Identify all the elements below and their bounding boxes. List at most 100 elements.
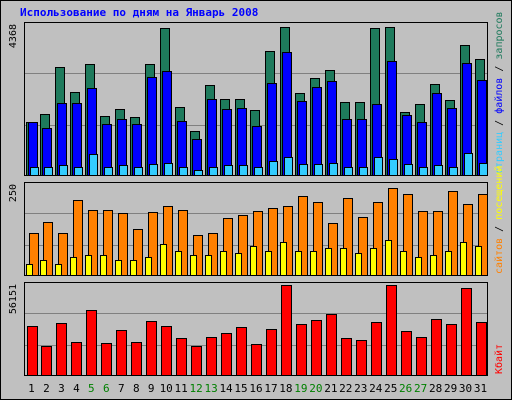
legend-item: / [494,220,505,238]
x-tick-label: 17 [264,382,277,395]
x-tick-label: 9 [148,382,155,395]
x-tick-label: 15 [234,382,247,395]
bar-Кбайт-day-19 [297,325,307,376]
bar-файлов-day-4 [73,104,82,176]
bar-страниц-day-12 [195,171,203,176]
bar-Кбайт-day-26 [402,332,412,376]
bar-страниц-day-26 [405,165,413,176]
bar-Кбайт-day-25 [387,286,397,376]
bar-страниц-day-30 [465,154,473,176]
bar-файлов-day-29 [448,109,457,176]
bar-Кбайт-day-20 [312,321,322,376]
bar-Кбайт-day-4 [72,343,82,376]
panel-bottom-legend: Кбайт [493,344,505,374]
x-tick-label: 29 [444,382,457,395]
bar-Кбайт-day-21 [327,315,337,376]
x-tick-label: 22 [339,382,352,395]
x-tick-label: 18 [279,382,292,395]
bar-страниц-day-24 [375,158,383,176]
panel-middle-legend: сайтов / посещений [493,166,505,274]
bar-страниц-day-19 [300,165,308,176]
bar-посещений-day-29 [446,252,452,276]
bar-посещений-day-24 [371,249,377,276]
bar-страниц-day-31 [480,164,488,176]
x-tick-label: 23 [354,382,367,395]
bar-посещений-day-17 [266,252,272,276]
bar-Кбайт-day-8 [132,343,142,376]
legend-item: сайтов [493,238,505,274]
bar-посещений-day-8 [131,261,137,276]
legend-item: / [494,114,505,132]
bar-Кбайт-day-27 [417,338,427,376]
bar-посещений-day-23 [356,254,362,276]
bar-посещений-day-14 [221,252,227,276]
bar-посещений-day-19 [296,252,302,276]
legend-item: файлов [493,78,505,114]
bar-страниц-day-29 [450,168,458,176]
x-tick-label: 11 [175,382,188,395]
bar-Кбайт-day-16 [252,345,262,376]
bar-посещений-day-2 [41,261,47,276]
bar-Кбайт-day-31 [477,323,487,376]
bar-страниц-day-6 [105,168,113,176]
x-tick-label: 25 [384,382,397,395]
bar-Кбайт-day-12 [192,347,202,376]
bar-посещений-day-11 [176,252,182,276]
bar-Кбайт-day-11 [177,339,187,376]
bar-файлов-day-10 [163,72,172,176]
bar-файлов-day-3 [58,104,67,176]
bar-страниц-day-15 [240,166,248,176]
bar-страниц-day-2 [45,168,53,176]
bar-файлов-day-13 [208,100,217,176]
bar-посещений-day-16 [251,247,257,276]
bar-файлов-day-28 [433,94,442,176]
chart-title: Использование по дням на Январь 2008 [20,6,258,19]
x-tick-label: 5 [88,382,95,395]
legend-item: / [494,60,505,78]
bar-посещений-day-27 [416,258,422,276]
bar-страниц-day-21 [330,164,338,176]
bar-страниц-day-10 [165,164,173,176]
bar-Кбайт-day-7 [117,331,127,376]
bar-посещений-day-6 [101,256,107,276]
bar-страниц-day-4 [75,168,83,176]
bar-страниц-day-16 [255,168,263,176]
bar-страниц-day-3 [60,166,68,176]
bar-страниц-day-1 [31,168,39,176]
bar-страниц-day-8 [135,168,143,176]
bar-посещений-day-22 [341,249,347,276]
panel-top-legend: страниц / файлов / запросов [493,11,505,174]
bar-файлов-day-21 [328,82,337,176]
bar-Кбайт-day-9 [147,322,157,376]
bar-страниц-day-28 [435,166,443,176]
bar-страниц-day-17 [270,162,278,176]
bar-Кбайт-day-23 [357,341,367,376]
bar-Кбайт-day-15 [237,328,247,376]
legend-item: Кбайт [493,344,505,374]
bar-страниц-day-20 [315,165,323,176]
chart-panels: 4368 страниц / файлов / запросов 250 сайтов… [8,11,505,375]
bar-Кбайт-day-17 [267,330,277,376]
bar-Кбайт-day-1 [28,327,38,376]
bar-посещений-day-20 [311,252,317,276]
x-tick-label: 27 [414,382,427,395]
x-tick-label: 3 [58,382,65,395]
bar-файлов-day-31 [478,81,487,176]
x-tick-label: 26 [399,382,412,395]
x-tick-label: 10 [160,382,173,395]
x-tick-label: 14 [219,382,233,395]
bar-Кбайт-day-3 [57,324,67,376]
bar-посещений-day-1 [27,265,33,276]
bar-посещений-day-25 [386,241,392,276]
panel-top: 4368 страниц / файлов / запросов [8,11,505,175]
bar-посещений-day-9 [146,258,152,276]
bar-Кбайт-day-22 [342,339,352,376]
bar-страниц-day-5 [90,155,98,176]
bar-посещений-day-30 [461,243,467,276]
panel-top-ymax-label: 4368 [8,24,19,48]
bar-Кбайт-day-13 [207,338,217,376]
bar-Кбайт-day-30 [462,289,472,376]
x-tick-label: 20 [309,382,322,395]
x-tick-label: 24 [369,382,383,395]
